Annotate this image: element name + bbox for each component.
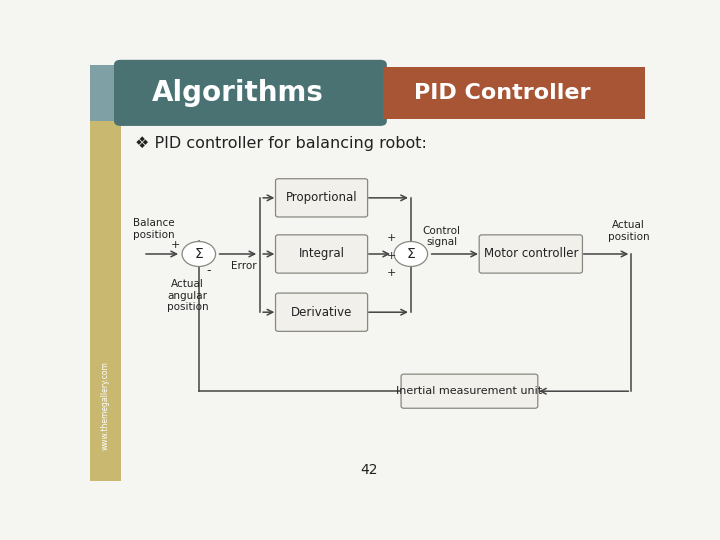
- Text: Σ: Σ: [407, 247, 415, 261]
- FancyBboxPatch shape: [383, 67, 645, 119]
- Text: +: +: [387, 268, 396, 278]
- Text: Control
signal: Control signal: [423, 226, 461, 247]
- Text: Motor controller: Motor controller: [484, 247, 578, 260]
- Bar: [90, 65, 121, 121]
- FancyBboxPatch shape: [480, 235, 582, 273]
- Text: Σ: Σ: [194, 247, 203, 261]
- Text: +: +: [387, 251, 396, 261]
- Text: Error: Error: [230, 261, 256, 272]
- Text: Actual
position: Actual position: [608, 220, 649, 242]
- Text: PID Controller: PID Controller: [414, 83, 590, 103]
- Text: -: -: [207, 264, 211, 277]
- Text: www.themegallery.com: www.themegallery.com: [101, 361, 110, 450]
- Text: Actual
angular
position: Actual angular position: [167, 279, 209, 312]
- Text: 42: 42: [360, 463, 378, 477]
- Bar: [90, 65, 121, 481]
- FancyBboxPatch shape: [276, 179, 368, 217]
- FancyBboxPatch shape: [276, 293, 368, 332]
- FancyBboxPatch shape: [114, 60, 387, 126]
- Text: Algorithms: Algorithms: [151, 79, 323, 107]
- Text: Balance
position: Balance position: [133, 218, 175, 240]
- Text: +: +: [171, 240, 180, 250]
- Text: Integral: Integral: [299, 247, 345, 260]
- Text: Inertial measurement unit: Inertial measurement unit: [397, 386, 542, 396]
- Text: ❖ PID controller for balancing robot:: ❖ PID controller for balancing robot:: [135, 136, 426, 151]
- Text: Proportional: Proportional: [286, 191, 357, 204]
- Circle shape: [394, 241, 428, 266]
- FancyBboxPatch shape: [401, 374, 538, 408]
- FancyBboxPatch shape: [276, 235, 368, 273]
- Circle shape: [182, 241, 215, 266]
- Text: Derivative: Derivative: [291, 306, 352, 319]
- Text: +: +: [387, 233, 396, 243]
